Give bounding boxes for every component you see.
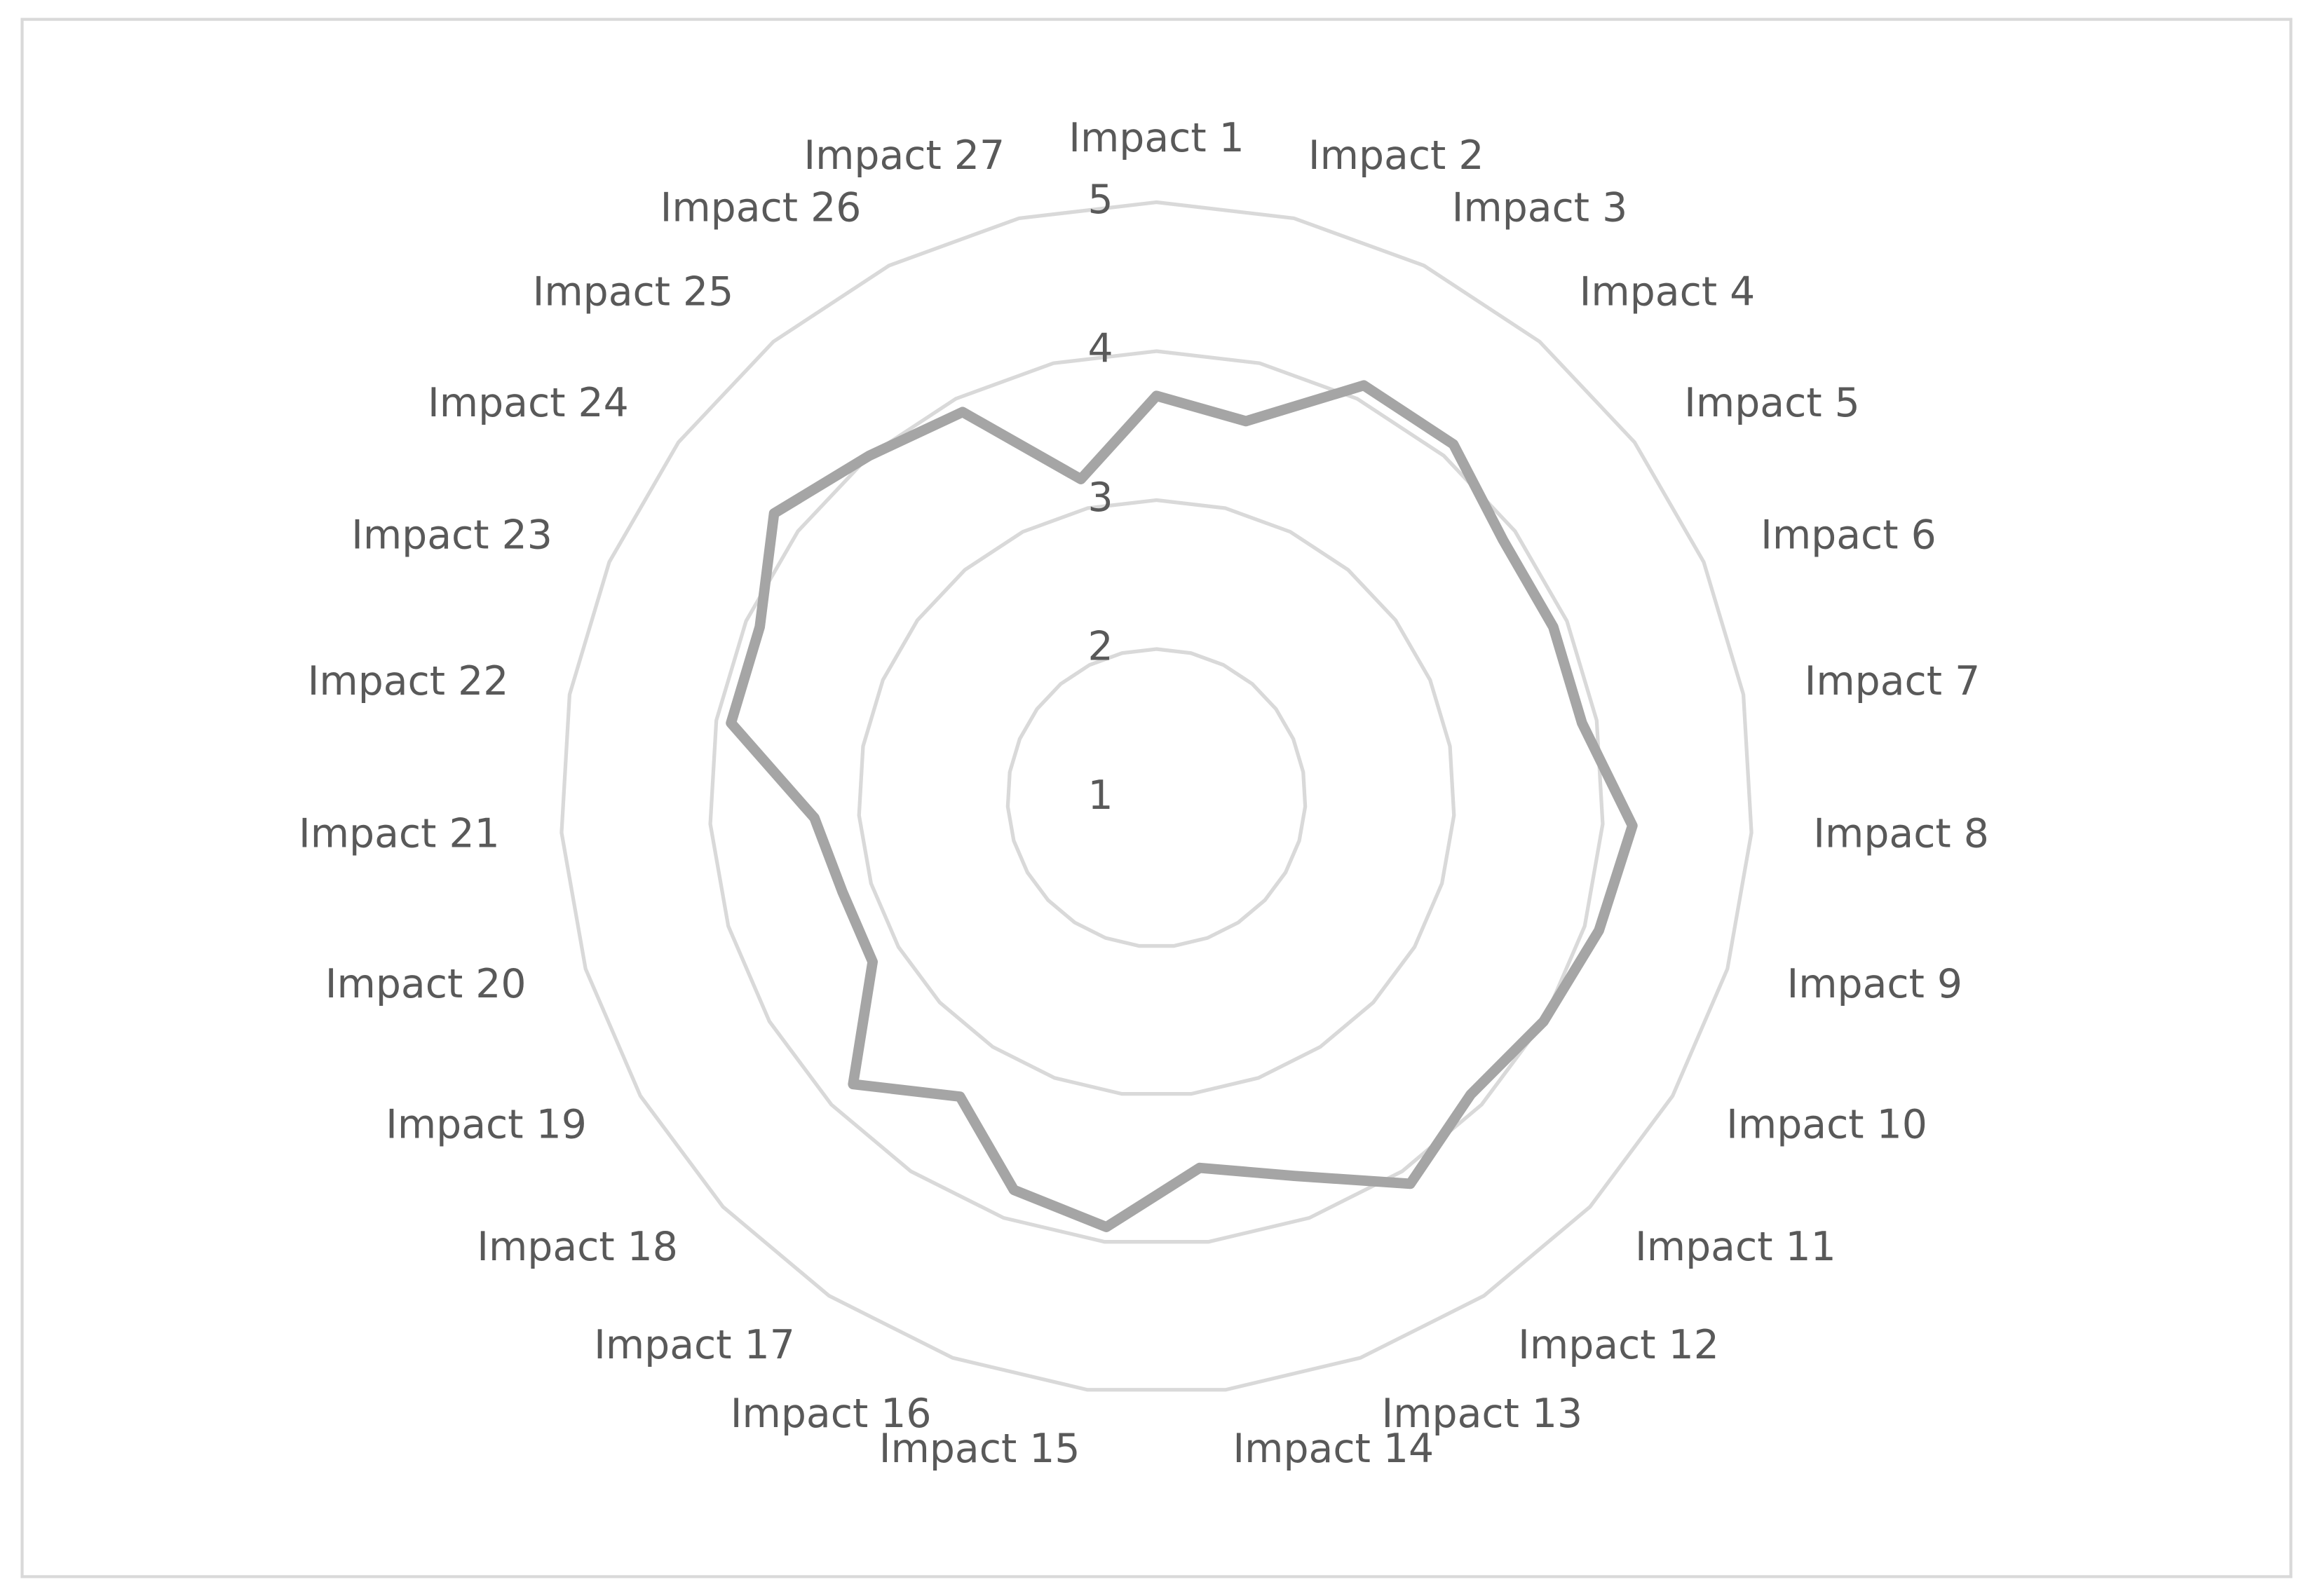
category-label: Impact 5 [1684,380,1860,426]
category-label: Impact 18 [477,1224,678,1270]
category-label: Impact 12 [1518,1322,1719,1368]
category-label: Impact 4 [1580,268,1756,315]
category-label: Impact 23 [351,512,552,558]
r-tick-label: 4 [1087,326,1113,372]
category-label: Impact 27 [803,132,1005,179]
category-label: Impact 14 [1233,1426,1434,1472]
category-label: Impact 24 [428,380,629,426]
r-tick-label: 2 [1087,624,1113,670]
category-label: Impact 19 [386,1101,587,1147]
category-label: Impact 11 [1635,1224,1836,1270]
grid-ring [559,200,1754,1392]
r-tick-label: 3 [1087,475,1113,521]
category-label: Impact 8 [1813,811,1989,857]
category-label: Impact 16 [731,1391,932,1437]
grid-ring [1005,647,1308,948]
category-label: Impact 10 [1726,1101,1927,1147]
r-tick-label: 1 [1087,772,1113,819]
category-label: Impact 15 [879,1426,1080,1472]
category-label: Impact 3 [1452,185,1628,231]
category-label: Impact 25 [533,268,734,315]
grid-ring [708,349,1605,1244]
category-label: Impact 1 [1069,115,1244,161]
category-label: Impact 22 [308,658,509,704]
category-label: Impact 26 [660,185,862,231]
r-tick-label: 5 [1087,177,1113,223]
chart-frame [20,18,2293,1578]
series-line [726,380,1638,1232]
category-label: Impact 7 [1805,658,1981,704]
category-label: Impact 6 [1761,512,1936,558]
category-label: Impact 17 [594,1322,795,1368]
grid-ring [857,498,1456,1096]
category-label: Impact 2 [1308,132,1484,179]
category-label: Impact 20 [325,961,527,1007]
category-label: Impact 13 [1381,1391,1582,1437]
category-label: Impact 9 [1786,961,1962,1007]
category-label: Impact 21 [299,811,500,857]
